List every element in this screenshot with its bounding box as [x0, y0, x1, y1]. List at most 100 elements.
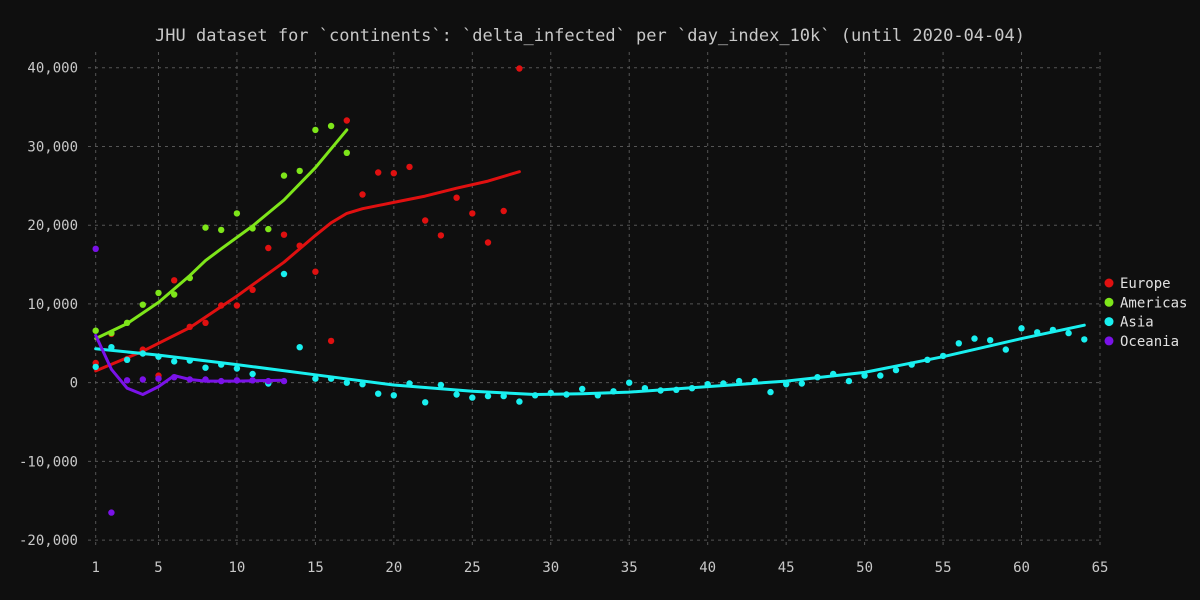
data-point-europe: [233, 302, 241, 309]
data-point-asia: [547, 389, 554, 397]
data-point-asia: [422, 399, 429, 406]
data-point-asia: [610, 388, 617, 395]
x-tick-label: 60: [1013, 560, 1030, 576]
axis-layer: 1 5 10 15 20 25 30 35 40 45 50 55 60 65-20,000-10,000…: [19, 61, 1108, 576]
data-point-asia: [92, 363, 99, 371]
legend-marker: [1104, 336, 1114, 346]
data-point-asia: [939, 352, 947, 360]
data-point-europe: [312, 268, 319, 275]
data-point-asia: [453, 391, 460, 398]
data-point-asia: [171, 358, 178, 365]
data-point-asia: [1049, 326, 1057, 334]
data-point-asia: [280, 270, 288, 278]
data-point-oceania: [123, 377, 131, 384]
data-point-asia: [186, 357, 193, 364]
data-point-asia: [751, 377, 758, 385]
data-point-europe: [218, 302, 225, 309]
data-point-americas: [92, 327, 99, 334]
trend-line-europe: [94, 170, 521, 373]
data-point-europe: [484, 239, 492, 246]
data-point-americas: [202, 224, 209, 231]
data-point-asia: [406, 380, 413, 387]
data-point-asia: [688, 385, 696, 392]
data-point-americas: [171, 291, 178, 298]
data-point-asia: [563, 391, 570, 398]
data-point-europe: [453, 194, 460, 201]
data-point-asia: [249, 370, 256, 378]
data-point-asia: [484, 392, 492, 400]
data-point-europe: [406, 163, 413, 171]
data-point-asia: [390, 392, 397, 399]
data-point-europe: [202, 319, 209, 326]
data-point-asia: [155, 353, 162, 360]
data-point-asia: [233, 365, 241, 372]
data-point-americas: [249, 225, 256, 232]
data-point-asia: [641, 385, 649, 392]
x-tick-label: 15: [307, 560, 324, 576]
data-point-oceania: [92, 245, 99, 252]
trend-line-asia: [94, 323, 1086, 396]
y-tick-label: 20,000: [27, 218, 78, 234]
x-tick-label: 65: [1092, 560, 1109, 576]
y-tick-label: 10,000: [27, 297, 78, 313]
data-point-asia: [359, 381, 366, 388]
data-point-asia: [108, 344, 115, 351]
data-point-asia: [924, 356, 931, 363]
data-point-asia: [343, 379, 350, 386]
data-point-europe: [375, 169, 382, 176]
data-point-asia: [594, 392, 601, 399]
data-point-asia: [892, 366, 900, 374]
x-tick-label: 5: [154, 560, 162, 576]
data-point-asia: [531, 392, 539, 399]
data-point-americas: [108, 329, 115, 337]
legend-label: Europe: [1120, 276, 1171, 292]
data-point-europe: [422, 217, 429, 224]
data-point-oceania: [265, 377, 272, 385]
data-point-americas: [186, 274, 193, 282]
data-point-americas: [155, 289, 162, 297]
data-point-asia: [657, 387, 664, 394]
data-point-americas: [343, 149, 350, 156]
legend-item-oceania: Oceania: [1104, 334, 1179, 350]
data-point-asia: [861, 372, 868, 379]
data-point-europe: [186, 323, 193, 330]
points-layer: [92, 65, 1088, 516]
data-point-asia: [845, 377, 853, 385]
y-tick-label: 0: [70, 376, 78, 392]
data-point-asia: [908, 361, 915, 368]
data-point-asia: [375, 390, 382, 397]
data-point-europe: [359, 191, 366, 198]
data-point-asia: [877, 372, 884, 379]
data-point-asia: [971, 335, 978, 342]
data-point-asia: [830, 370, 837, 378]
data-point-europe: [296, 242, 303, 249]
legend-marker: [1104, 297, 1114, 307]
data-point-oceania: [171, 374, 178, 381]
y-tick-label: -20,000: [19, 533, 78, 549]
legend-item-americas: Americas: [1104, 295, 1187, 311]
data-point-asia: [437, 381, 445, 389]
data-point-americas: [265, 225, 272, 233]
data-point-europe: [437, 232, 445, 239]
data-point-asia: [720, 380, 727, 387]
trend-layer: [94, 128, 1086, 396]
x-tick-label: 50: [856, 560, 873, 576]
data-point-asia: [1081, 336, 1088, 343]
data-point-asia: [469, 394, 476, 401]
data-point-oceania: [233, 377, 241, 384]
data-point-asia: [202, 364, 209, 371]
data-point-europe: [516, 65, 523, 72]
x-tick-label: 1: [91, 560, 99, 576]
legend-marker: [1104, 317, 1114, 327]
x-tick-label: 30: [542, 560, 559, 576]
data-point-asia: [579, 385, 586, 393]
data-point-americas: [327, 122, 335, 130]
grid-layer: [88, 52, 1101, 548]
data-point-europe: [343, 117, 350, 124]
data-point-asia: [798, 380, 805, 387]
data-point-oceania: [202, 376, 209, 383]
data-point-oceania: [108, 509, 115, 516]
data-point-asia: [814, 374, 821, 381]
